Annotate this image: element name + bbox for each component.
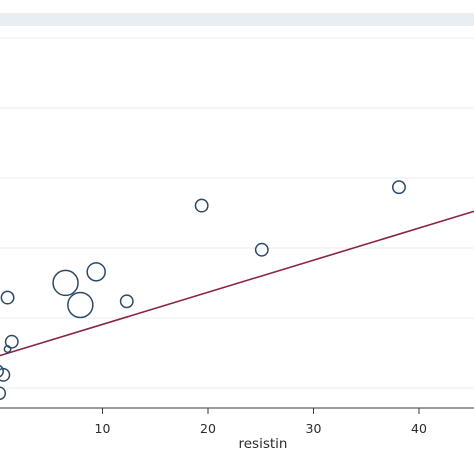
data-point [67, 291, 94, 319]
data-point [86, 262, 106, 282]
data-point [0, 364, 4, 378]
plot-top-band [0, 13, 474, 26]
fit-line-group [0, 210, 474, 357]
data-point [0, 367, 11, 382]
x-tick-label: 30 [306, 421, 322, 436]
x-axis-ticks: 10 20 30 40 [95, 408, 427, 436]
data-point [254, 242, 269, 257]
data-point [0, 386, 7, 401]
data-point [194, 198, 209, 213]
data-point [52, 269, 79, 297]
x-tick-label: 40 [411, 421, 427, 436]
x-tick-label: 20 [200, 421, 216, 436]
grid-lines [0, 37, 474, 389]
fit-line [0, 210, 474, 357]
data-point [119, 294, 134, 309]
x-tick-label: 10 [95, 421, 111, 436]
data-point [392, 180, 406, 195]
data-points [0, 180, 406, 401]
x-axis-title: resistin [239, 436, 288, 452]
data-point [3, 345, 12, 354]
data-point [4, 334, 19, 349]
data-point [0, 290, 15, 305]
